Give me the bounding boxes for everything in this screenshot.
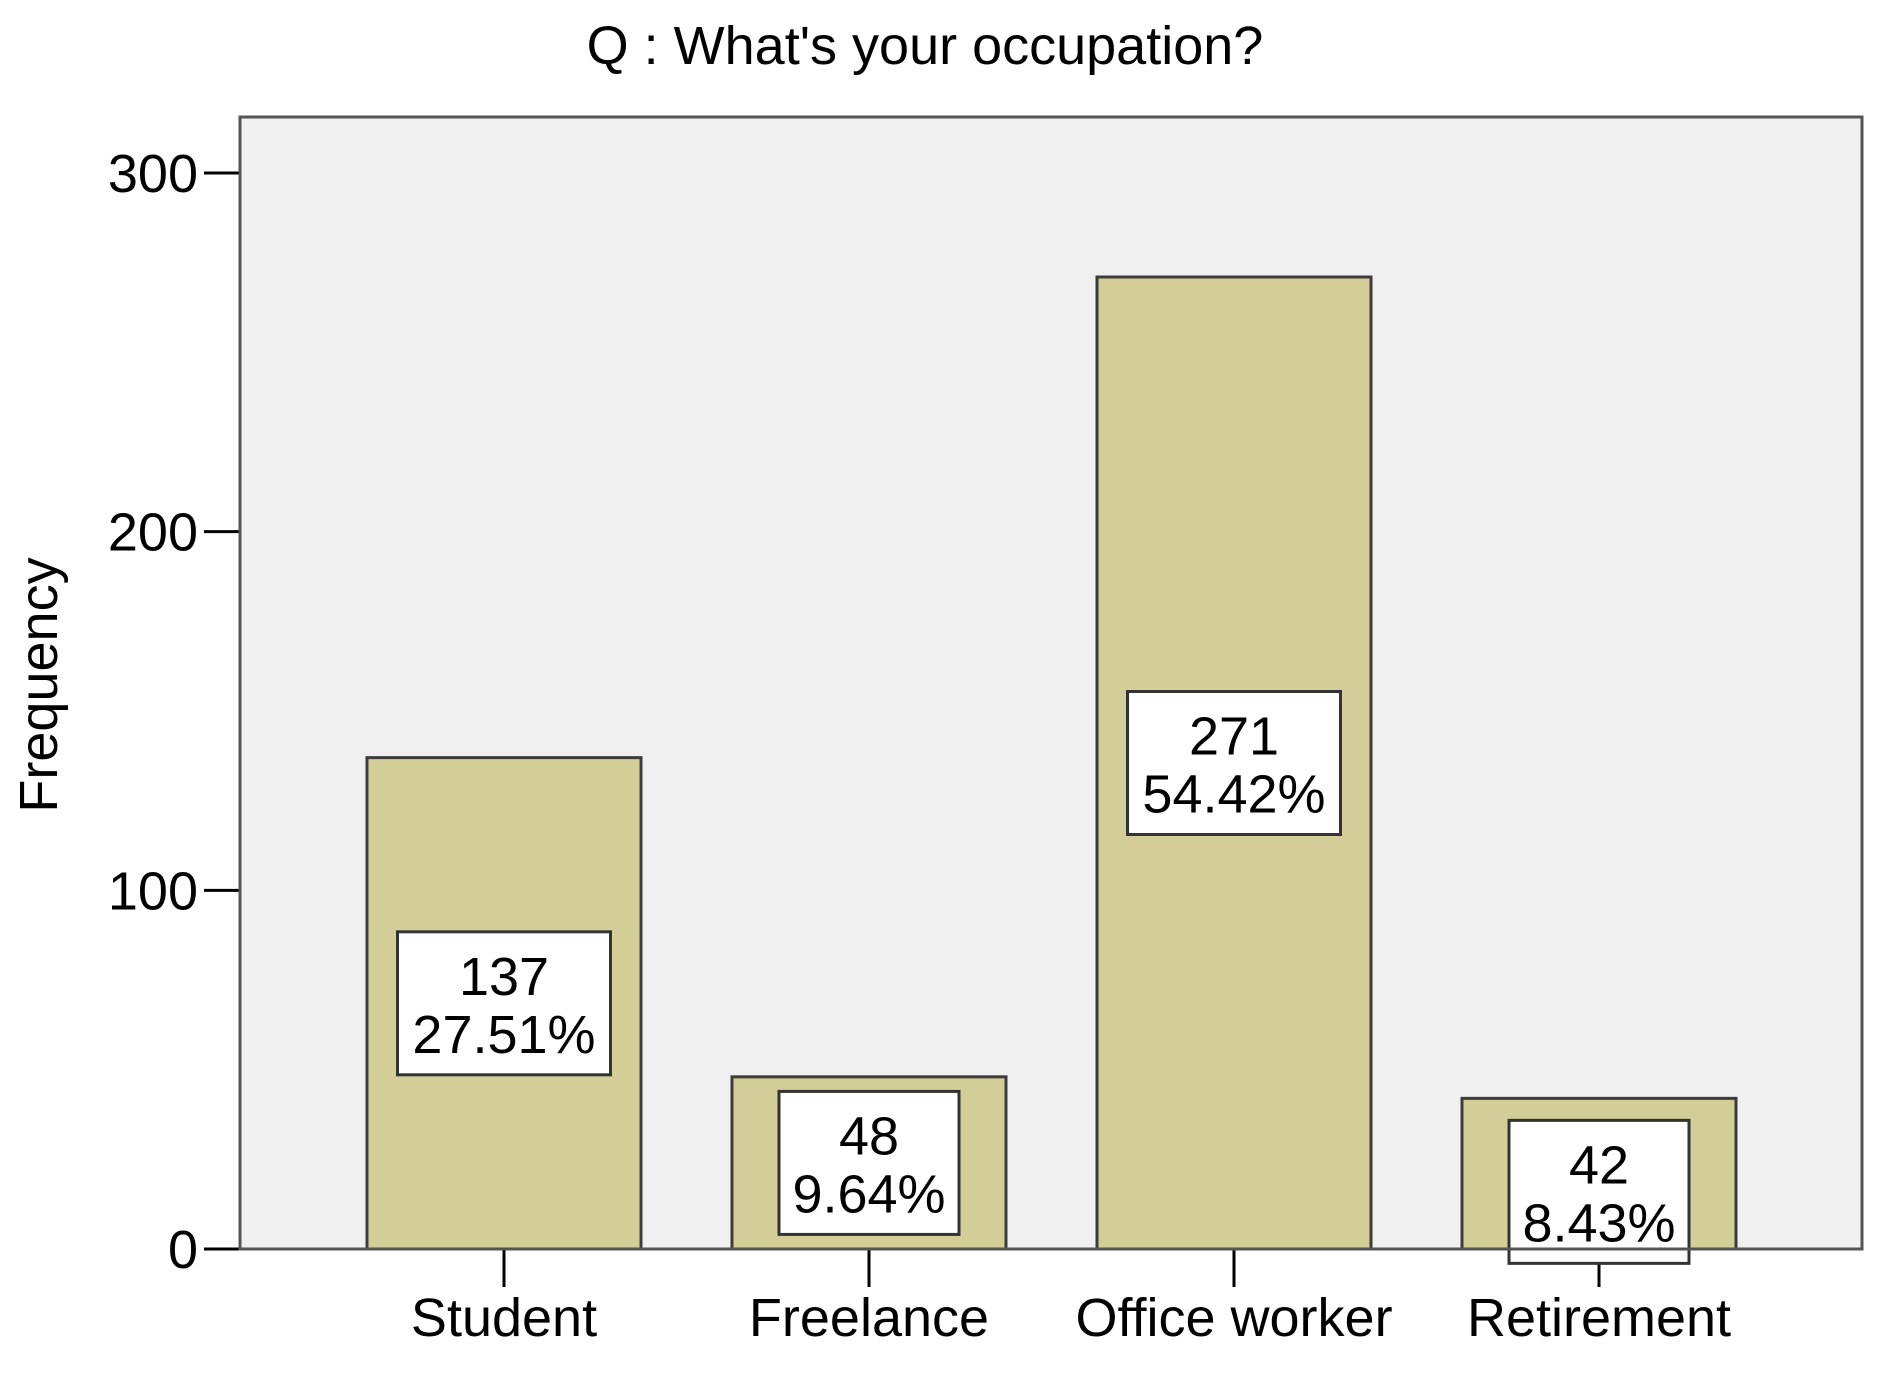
y-tick-label: 100: [108, 861, 198, 921]
y-tick-label: 0: [168, 1220, 198, 1280]
x-tick-label: Freelance: [749, 1288, 989, 1348]
data-label-count: 271: [1189, 707, 1279, 767]
y-axis-label: Frequency: [9, 557, 69, 812]
data-label-count: 48: [839, 1106, 899, 1166]
data-label-box: [396, 930, 612, 1077]
data-label-percent: 8.43%: [1522, 1193, 1675, 1253]
x-tick-label: Student: [411, 1288, 597, 1348]
chart-title: Q : What's your occupation?: [587, 16, 1264, 76]
data-label-box: [1126, 690, 1342, 837]
x-tick-label: Retirement: [1467, 1288, 1731, 1348]
data-label-percent: 54.42%: [1142, 765, 1325, 825]
data-label-count: 137: [459, 947, 549, 1007]
y-axis: 0 100 200 300: [108, 144, 240, 1280]
data-label-box: [1507, 1118, 1691, 1265]
x-tick-label: Office worker: [1075, 1288, 1392, 1348]
data-label-box: [777, 1089, 961, 1236]
data-label-percent: 27.51%: [412, 1005, 595, 1065]
data-label-count: 42: [1569, 1135, 1629, 1195]
data-label-percent: 9.64%: [792, 1164, 945, 1224]
plot-frame: [238, 115, 1864, 1251]
y-tick-label: 300: [108, 144, 198, 204]
y-tick-label: 200: [108, 503, 198, 563]
x-axis: Student Freelance Office worker Retirement: [411, 1249, 1731, 1348]
